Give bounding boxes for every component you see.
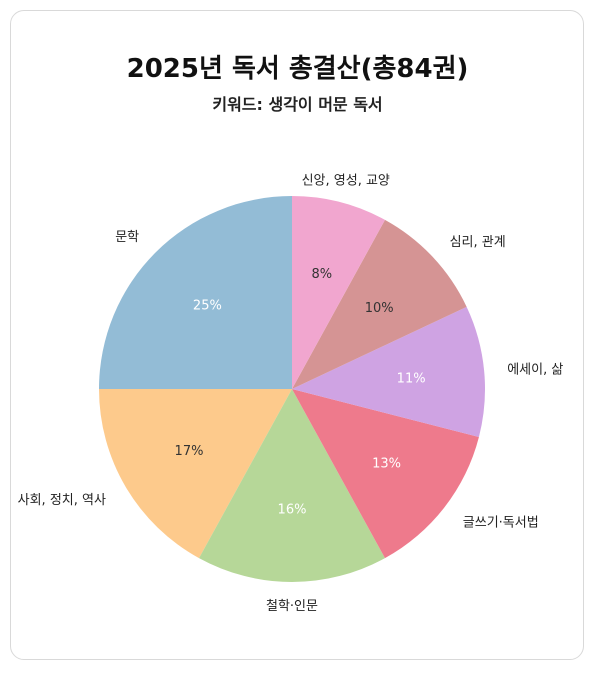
pie-slice	[292, 306, 485, 437]
pie-slice	[99, 196, 292, 389]
pie-slice	[99, 389, 292, 559]
slice-percent-label: 25%	[193, 298, 222, 313]
pie-slice	[292, 196, 385, 389]
slice-category-label: 문학	[115, 230, 139, 245]
slice-category-label: 사회, 정치, 역사	[18, 493, 106, 508]
pie-slice	[292, 219, 467, 389]
chart-title: 2025년 독서 총결산(총84권)	[126, 54, 469, 84]
slice-category-label: 신앙, 영성, 교양	[302, 174, 390, 189]
slice-category-label: 글쓰기·독서법	[463, 515, 539, 530]
slice-percent-label: 8%	[311, 267, 332, 282]
slice-percent-label: 16%	[278, 503, 307, 518]
pie-slice	[292, 389, 479, 559]
pie-slice	[199, 389, 385, 582]
slice-percent-label: 10%	[365, 301, 394, 316]
slice-category-label: 심리, 관계	[450, 235, 506, 250]
chart-subtitle: 키워드: 생각이 머문 독서	[212, 95, 383, 114]
slice-category-label: 에세이, 삶	[507, 363, 563, 378]
slice-percent-label: 17%	[175, 444, 204, 459]
slice-category-label: 철학·인문	[266, 599, 318, 614]
slice-percent-label: 11%	[397, 372, 426, 387]
slice-percent-label: 13%	[372, 456, 401, 471]
